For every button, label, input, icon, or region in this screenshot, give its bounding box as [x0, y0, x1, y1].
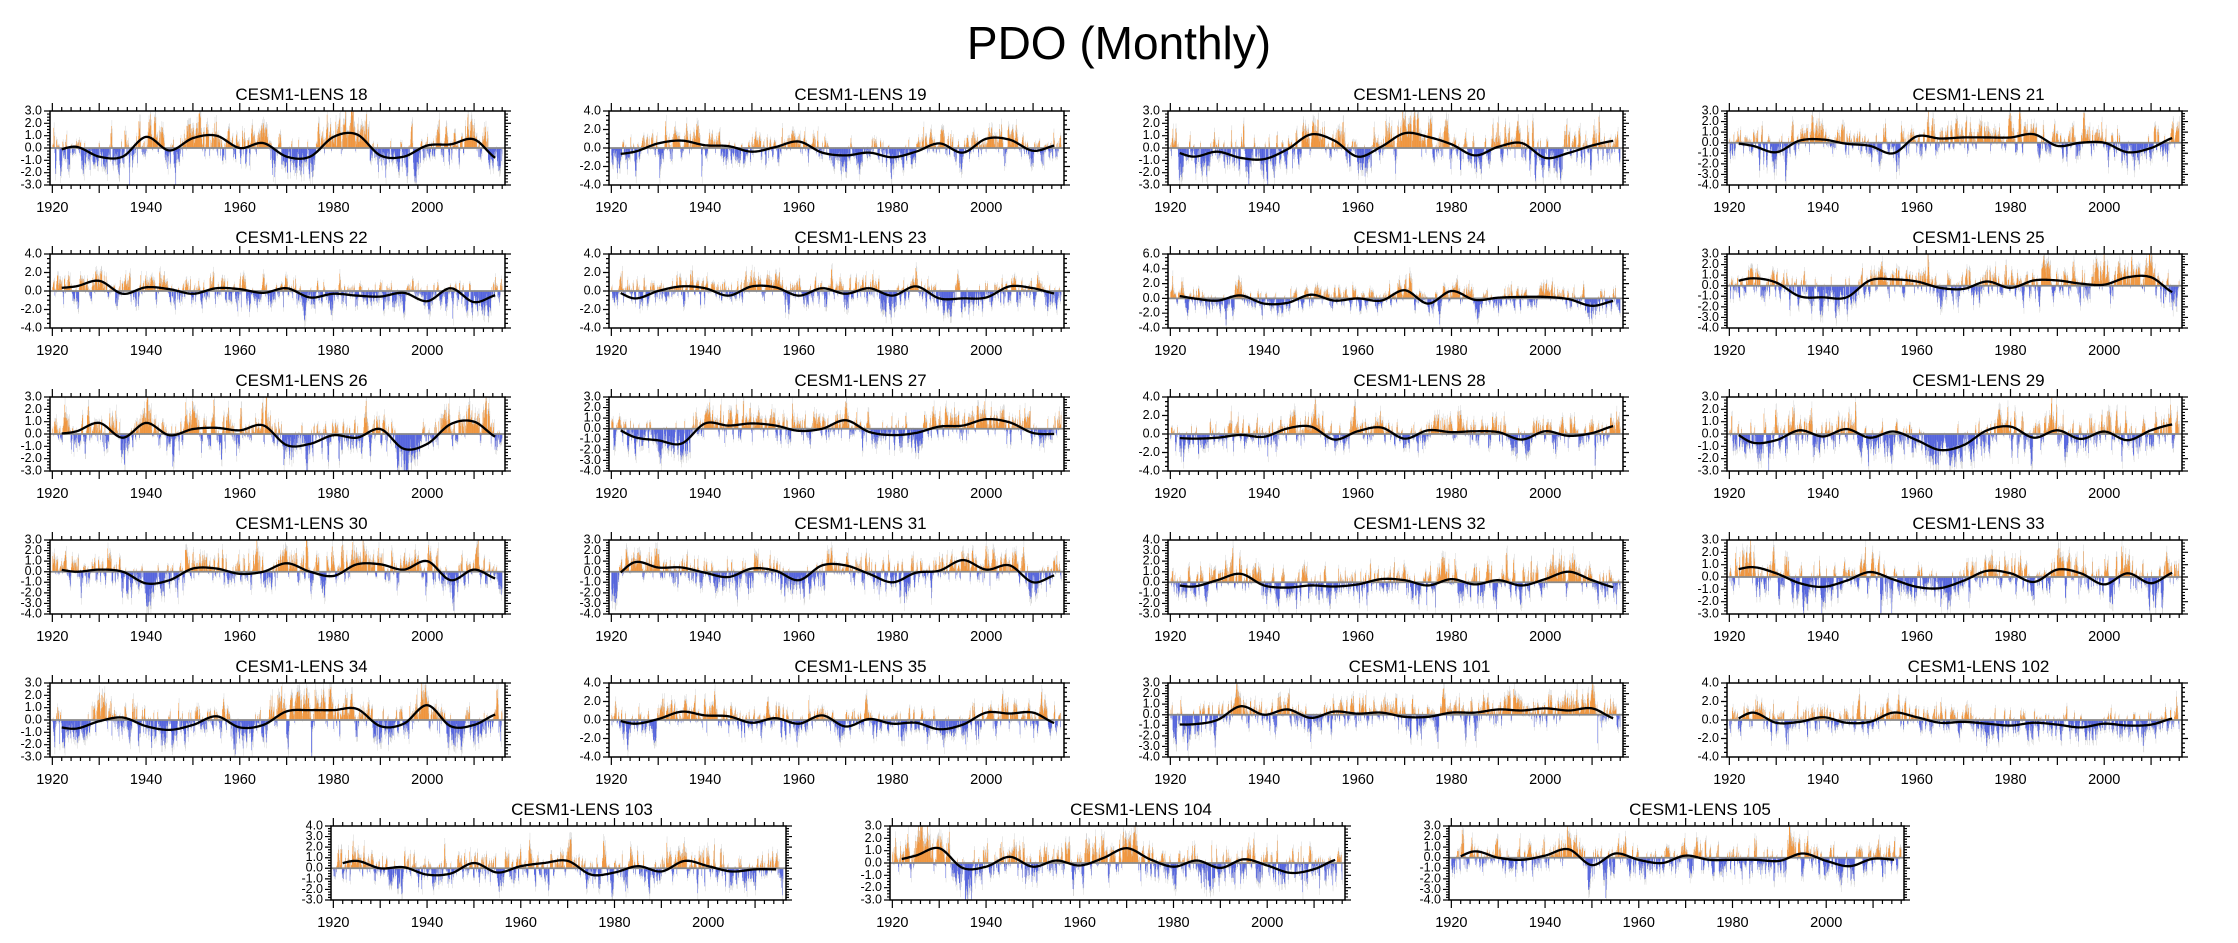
panel-plot [0, 675, 559, 800]
chart-panel-cesm1-lens-33: CESM1-LENS 33 [1677, 514, 2236, 657]
panel-title: CESM1-LENS 25 [1912, 228, 2045, 247]
panel-title: CESM1-LENS 35 [794, 657, 927, 676]
panel-plot [0, 246, 559, 371]
panel-plot [0, 103, 559, 228]
chart-panel-cesm1-lens-21: CESM1-LENS 21 [1677, 85, 2236, 228]
title-area: PDO (Monthly) [0, 0, 2238, 85]
chart-panel-cesm1-lens-101: CESM1-LENS 101 [1118, 657, 1677, 800]
charts-row-5: CESM1-LENS 34 CESM1-LENS 35 CESM1-LENS 1… [0, 657, 2238, 800]
panel-plot [1677, 532, 2236, 657]
panel-plot [559, 246, 1118, 371]
panel-plot [559, 675, 1118, 800]
panel-title: CESM1-LENS 32 [1353, 514, 1486, 533]
charts-row-3: CESM1-LENS 26 CESM1-LENS 27 CESM1-LENS 2… [0, 371, 2238, 514]
panel-plot [1677, 675, 2236, 800]
charts-grid: CESM1-LENS 18 CESM1-LENS 19 CESM1-LENS 2… [0, 85, 2238, 943]
chart-panel-cesm1-lens-19: CESM1-LENS 19 [559, 85, 1118, 228]
panel-plot [1118, 246, 1677, 371]
chart-panel-cesm1-lens-104: CESM1-LENS 104 [839, 800, 1399, 943]
panel-plot [1118, 389, 1677, 514]
panel-plot [0, 532, 559, 657]
panel-plot [839, 818, 1399, 943]
charts-row-6: CESM1-LENS 103 CESM1-LENS 104 CESM1-LENS… [0, 800, 2238, 943]
charts-row-2: CESM1-LENS 22 CESM1-LENS 23 CESM1-LENS 2… [0, 228, 2238, 371]
panel-title: CESM1-LENS 33 [1912, 514, 2045, 533]
panel-title: CESM1-LENS 27 [794, 371, 927, 390]
chart-panel-cesm1-lens-29: CESM1-LENS 29 [1677, 371, 2236, 514]
panel-title: CESM1-LENS 30 [235, 514, 368, 533]
panel-title: CESM1-LENS 29 [1912, 371, 2045, 390]
panel-plot [0, 389, 559, 514]
panel-title: CESM1-LENS 105 [1629, 800, 1771, 819]
panel-title: CESM1-LENS 31 [794, 514, 927, 533]
panel-title: CESM1-LENS 28 [1353, 371, 1486, 390]
chart-panel-cesm1-lens-30: CESM1-LENS 30 [0, 514, 559, 657]
chart-panel-cesm1-lens-26: CESM1-LENS 26 [0, 371, 559, 514]
panel-plot [1118, 103, 1677, 228]
chart-panel-cesm1-lens-22: CESM1-LENS 22 [0, 228, 559, 371]
charts-row-1: CESM1-LENS 18 CESM1-LENS 19 CESM1-LENS 2… [0, 85, 2238, 228]
panel-plot [280, 818, 840, 943]
chart-panel-cesm1-lens-18: CESM1-LENS 18 [0, 85, 559, 228]
panel-plot [1398, 818, 1958, 943]
page-title: PDO (Monthly) [966, 16, 1272, 69]
chart-panel-cesm1-lens-27: CESM1-LENS 27 [559, 371, 1118, 514]
panel-title: CESM1-LENS 26 [235, 371, 368, 390]
panel-plot [1677, 103, 2236, 228]
chart-panel-cesm1-lens-20: CESM1-LENS 20 [1118, 85, 1677, 228]
panel-plot [1118, 675, 1677, 800]
chart-panel-cesm1-lens-25: CESM1-LENS 25 [1677, 228, 2236, 371]
chart-panel-cesm1-lens-103: CESM1-LENS 103 [280, 800, 840, 943]
chart-panel-cesm1-lens-23: CESM1-LENS 23 [559, 228, 1118, 371]
panel-plot [559, 389, 1118, 514]
charts-row-4: CESM1-LENS 30 CESM1-LENS 31 CESM1-LENS 3… [0, 514, 2238, 657]
chart-panel-cesm1-lens-102: CESM1-LENS 102 [1677, 657, 2236, 800]
panel-plot [1118, 532, 1677, 657]
panel-plot [559, 103, 1118, 228]
panel-plot [559, 532, 1118, 657]
chart-panel-cesm1-lens-32: CESM1-LENS 32 [1118, 514, 1677, 657]
panel-plot [1677, 246, 2236, 371]
panel-title: CESM1-LENS 34 [235, 657, 368, 676]
panel-title: CESM1-LENS 19 [794, 85, 927, 104]
panel-plot [1677, 389, 2236, 514]
panel-title: CESM1-LENS 18 [235, 85, 368, 104]
panel-title: CESM1-LENS 22 [235, 228, 368, 247]
panel-title: CESM1-LENS 102 [1907, 657, 2050, 676]
chart-panel-cesm1-lens-24: CESM1-LENS 24 [1118, 228, 1677, 371]
panel-title: CESM1-LENS 20 [1353, 85, 1486, 104]
chart-panel-cesm1-lens-31: CESM1-LENS 31 [559, 514, 1118, 657]
chart-panel-cesm1-lens-105: CESM1-LENS 105 [1398, 800, 1958, 943]
panel-title: CESM1-LENS 24 [1353, 228, 1486, 247]
chart-panel-cesm1-lens-28: CESM1-LENS 28 [1118, 371, 1677, 514]
panel-title: CESM1-LENS 103 [511, 800, 653, 819]
panel-title: CESM1-LENS 23 [794, 228, 927, 247]
panel-title: CESM1-LENS 104 [1070, 800, 1212, 819]
panel-title: CESM1-LENS 21 [1912, 85, 2045, 104]
chart-panel-cesm1-lens-34: CESM1-LENS 34 [0, 657, 559, 800]
chart-panel-cesm1-lens-35: CESM1-LENS 35 [559, 657, 1118, 800]
panel-title: CESM1-LENS 101 [1348, 657, 1491, 676]
